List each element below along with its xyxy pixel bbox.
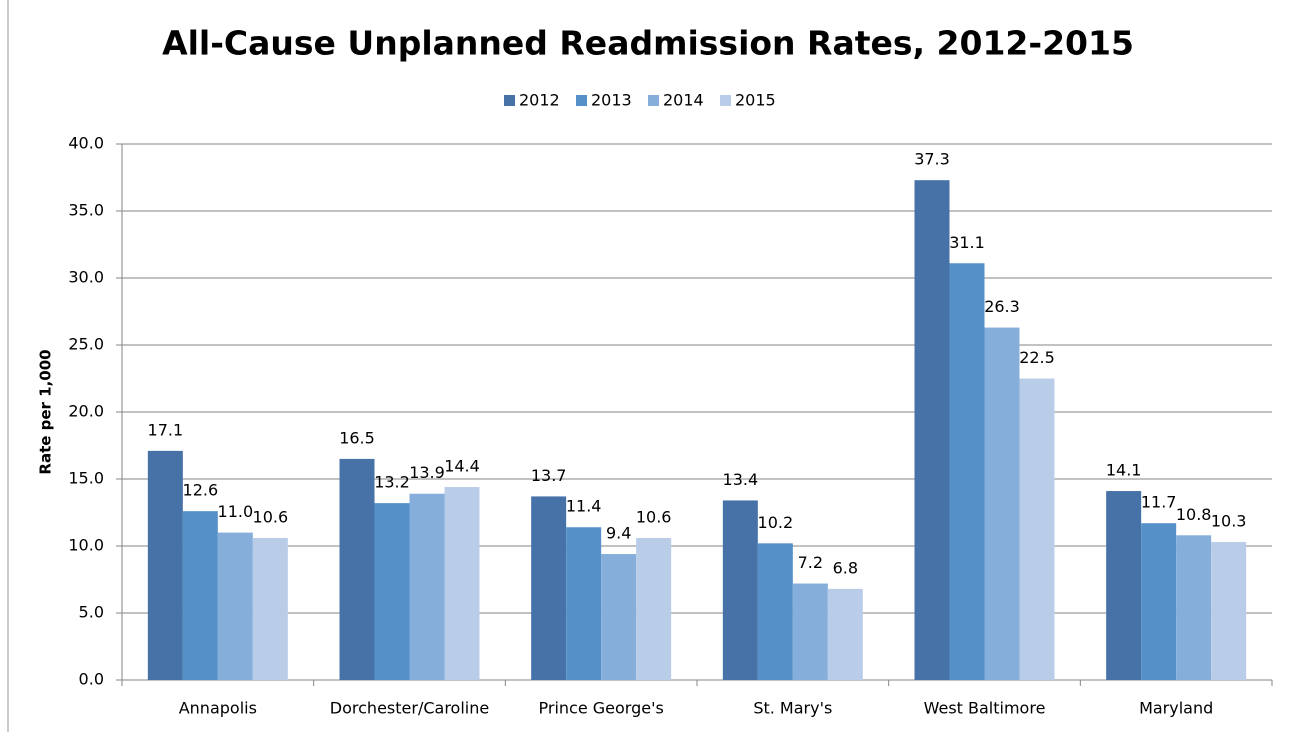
data-label: 10.6	[636, 507, 672, 526]
legend-label: 2012	[519, 91, 560, 110]
data-label: 26.3	[984, 297, 1020, 316]
legend-swatch	[576, 95, 587, 106]
bar	[757, 543, 793, 680]
bar	[792, 583, 828, 680]
data-label: 17.1	[148, 420, 184, 439]
chart-title: All-Cause Unplanned Readmission Rates, 2…	[162, 24, 1134, 63]
data-label: 14.1	[1106, 461, 1142, 480]
data-label: 22.5	[1019, 348, 1055, 367]
bar	[827, 588, 863, 680]
data-label: 9.4	[606, 524, 631, 543]
y-axis-label: Rate per 1,000	[37, 349, 55, 474]
data-label: 10.2	[758, 513, 794, 532]
y-tick-label: 25.0	[68, 335, 104, 354]
data-label: 6.8	[833, 558, 858, 577]
bar	[1019, 378, 1055, 680]
x-tick-label: Dorchester/Caroline	[330, 699, 489, 718]
bar	[1141, 523, 1177, 680]
bar	[339, 458, 375, 680]
bar	[1211, 541, 1247, 680]
legend-swatch	[648, 95, 659, 106]
data-label: 7.2	[798, 553, 823, 572]
y-tick-label: 40.0	[68, 134, 104, 153]
x-tick-label: West Baltimore	[924, 699, 1046, 718]
bar	[252, 537, 288, 680]
bar	[722, 500, 758, 680]
data-label: 11.4	[566, 497, 602, 516]
x-tick-label: Annapolis	[179, 699, 257, 718]
y-tick-label: 35.0	[68, 201, 104, 220]
data-label: 31.1	[949, 233, 985, 252]
bar	[949, 263, 985, 680]
data-label: 13.4	[723, 470, 759, 489]
y-tick-label: 15.0	[68, 469, 104, 488]
bar	[601, 554, 637, 680]
y-tick-label: 10.0	[68, 536, 104, 555]
legend-label: 2014	[663, 91, 704, 110]
legend-label: 2015	[735, 91, 776, 110]
data-label: 13.9	[409, 463, 445, 482]
bar	[182, 511, 218, 680]
bar	[984, 327, 1020, 680]
data-label: 10.3	[1211, 511, 1247, 530]
data-label: 13.7	[531, 466, 567, 485]
bar	[531, 496, 567, 680]
data-label: 14.4	[444, 457, 480, 476]
bar	[409, 493, 445, 680]
bar	[636, 537, 672, 680]
bar	[444, 487, 480, 680]
x-tick-label: Maryland	[1139, 699, 1213, 718]
data-label: 16.5	[339, 428, 375, 447]
data-label: 11.7	[1141, 493, 1177, 512]
y-tick-label: 5.0	[79, 603, 104, 622]
legend-swatch	[720, 95, 731, 106]
data-label: 11.0	[218, 502, 254, 521]
y-tick-label: 20.0	[68, 402, 104, 421]
bar	[1106, 491, 1142, 680]
data-label: 10.6	[253, 507, 289, 526]
legend-label: 2013	[591, 91, 632, 110]
bar	[1176, 535, 1212, 680]
x-tick-label: St. Mary's	[753, 699, 832, 718]
data-label: 37.3	[914, 150, 950, 169]
bar	[374, 503, 410, 680]
bar	[217, 532, 253, 680]
y-tick-label: 0.0	[79, 670, 104, 689]
data-label: 10.8	[1176, 505, 1212, 524]
y-tick-label: 30.0	[68, 268, 104, 287]
data-label: 13.2	[374, 473, 410, 492]
x-tick-label: Prince George's	[539, 699, 664, 718]
bar	[147, 450, 183, 680]
legend-swatch	[504, 95, 515, 106]
bar	[566, 527, 602, 680]
data-label: 12.6	[183, 481, 219, 500]
bar	[914, 180, 950, 680]
